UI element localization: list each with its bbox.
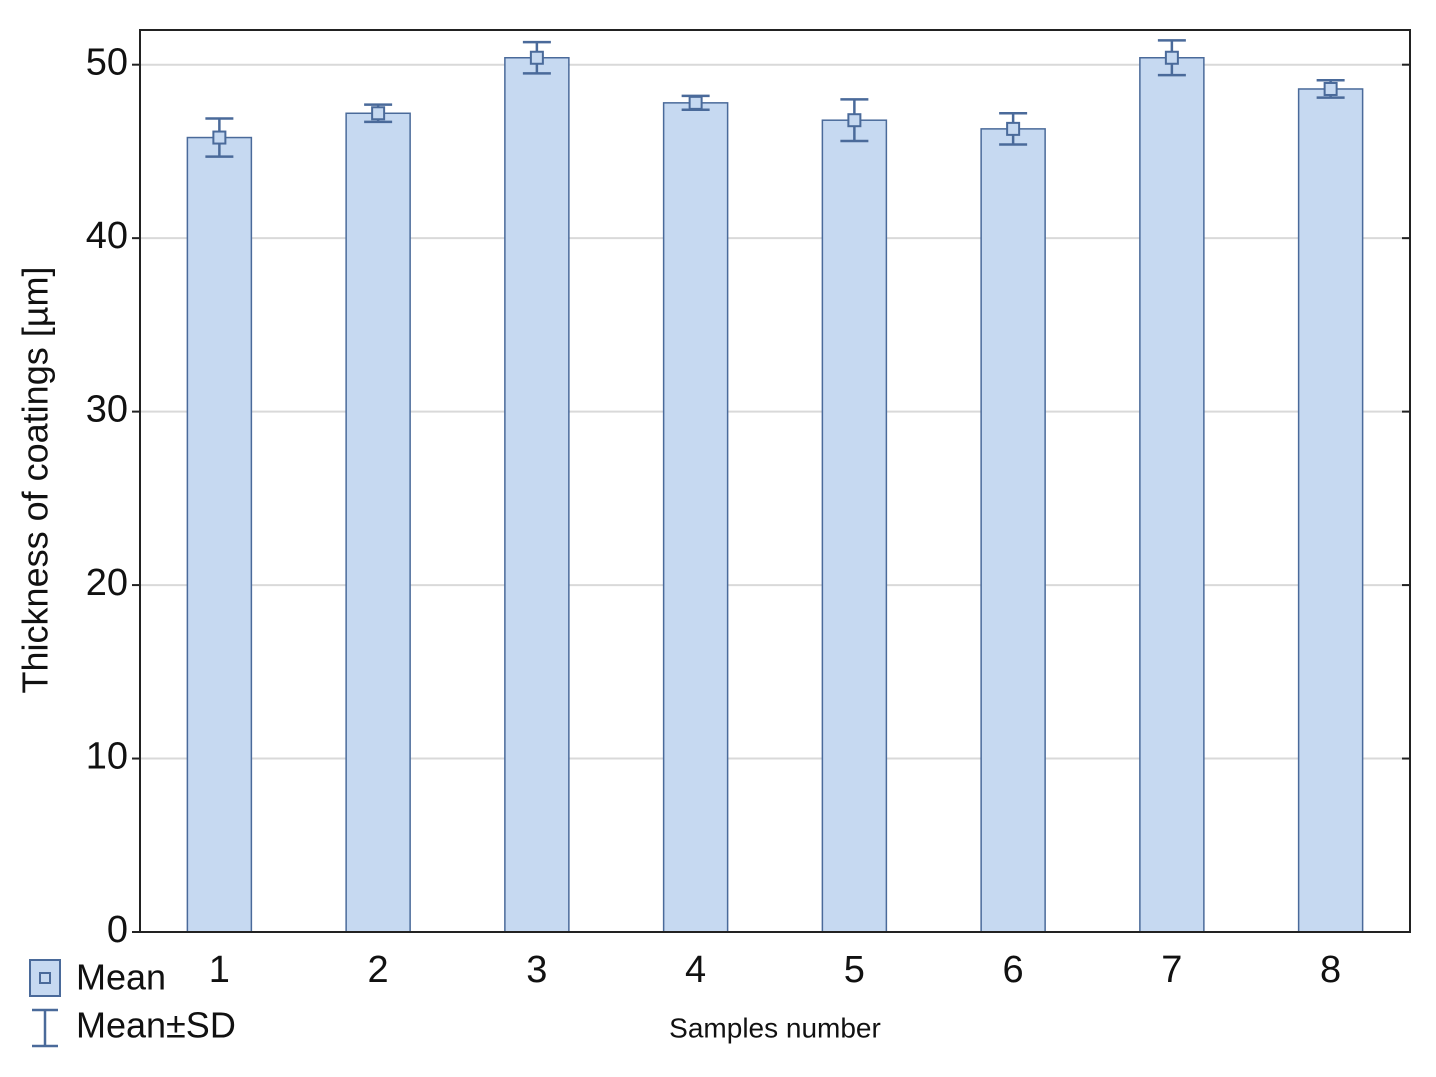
bar xyxy=(980,128,1046,933)
mean-marker xyxy=(212,130,227,145)
mean-marker xyxy=(688,95,703,110)
x-tick-label: 2 xyxy=(368,949,389,991)
y-tick-label: 30 xyxy=(86,389,128,431)
legend-label: Mean xyxy=(76,957,166,998)
y-axis-label: Thickness of coatings [µm] xyxy=(15,267,56,694)
x-tick-label: 6 xyxy=(1003,949,1024,991)
x-tick-label: 5 xyxy=(844,949,865,991)
mean-marker xyxy=(1164,50,1179,65)
x-tick-label: 1 xyxy=(209,949,230,991)
mean-marker xyxy=(847,113,862,128)
bar xyxy=(662,102,729,933)
y-tick-label: 40 xyxy=(86,215,128,257)
legend-error-icon xyxy=(32,1008,58,1048)
bar xyxy=(1139,57,1205,933)
x-tick-label: 4 xyxy=(685,949,706,991)
bar xyxy=(1297,88,1364,933)
x-tick-label: 7 xyxy=(1161,949,1182,991)
bar xyxy=(821,119,888,933)
y-tick-label: 10 xyxy=(86,736,128,778)
mean-marker xyxy=(529,50,544,65)
y-tick-label: 50 xyxy=(86,42,128,84)
mean-marker xyxy=(371,106,386,121)
bar xyxy=(504,57,570,933)
y-tick-label: 0 xyxy=(107,909,128,951)
x-tick-label: 8 xyxy=(1320,949,1341,991)
x-axis-label: Samples number xyxy=(669,1012,881,1043)
x-tick-label: 3 xyxy=(526,949,547,991)
y-tick-label: 20 xyxy=(86,562,128,604)
bar xyxy=(186,136,253,933)
mean-marker xyxy=(1323,81,1338,96)
legend-label: Mean±SD xyxy=(76,1005,236,1046)
legend-marker xyxy=(39,972,51,984)
mean-marker xyxy=(1006,121,1021,136)
bar xyxy=(345,112,411,933)
plot-frame xyxy=(139,29,1411,933)
